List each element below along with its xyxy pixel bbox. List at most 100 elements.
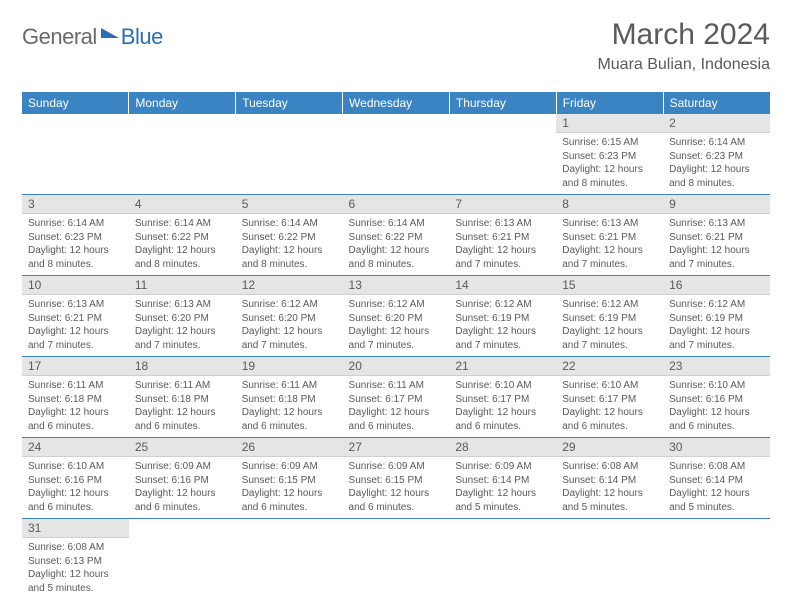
weekday-header: Saturday [663, 92, 770, 114]
calendar-day-cell: 22Sunrise: 6:10 AMSunset: 6:17 PMDayligh… [556, 357, 663, 438]
day-details: Sunrise: 6:12 AMSunset: 6:20 PMDaylight:… [343, 295, 450, 356]
day-number: 17 [22, 357, 129, 376]
calendar-table: SundayMondayTuesdayWednesdayThursdayFrid… [22, 92, 770, 599]
calendar-day-cell [449, 114, 556, 195]
day-number: 22 [556, 357, 663, 376]
day-details: Sunrise: 6:10 AMSunset: 6:17 PMDaylight:… [449, 376, 556, 437]
title-block: March 2024 Muara Bulian, Indonesia [597, 18, 770, 74]
day-number: 19 [236, 357, 343, 376]
page-title: March 2024 [597, 18, 770, 52]
day-number: 21 [449, 357, 556, 376]
calendar-day-cell: 6Sunrise: 6:14 AMSunset: 6:22 PMDaylight… [343, 195, 450, 276]
day-details: Sunrise: 6:10 AMSunset: 6:16 PMDaylight:… [663, 376, 770, 437]
day-details: Sunrise: 6:15 AMSunset: 6:23 PMDaylight:… [556, 133, 663, 194]
calendar-day-cell: 30Sunrise: 6:08 AMSunset: 6:14 PMDayligh… [663, 438, 770, 519]
day-details: Sunrise: 6:09 AMSunset: 6:16 PMDaylight:… [129, 457, 236, 518]
day-number: 6 [343, 195, 450, 214]
day-details: Sunrise: 6:12 AMSunset: 6:19 PMDaylight:… [556, 295, 663, 356]
calendar-day-cell: 28Sunrise: 6:09 AMSunset: 6:14 PMDayligh… [449, 438, 556, 519]
day-details: Sunrise: 6:13 AMSunset: 6:21 PMDaylight:… [449, 214, 556, 275]
calendar-day-cell: 27Sunrise: 6:09 AMSunset: 6:15 PMDayligh… [343, 438, 450, 519]
calendar-day-cell: 10Sunrise: 6:13 AMSunset: 6:21 PMDayligh… [22, 276, 129, 357]
day-details: Sunrise: 6:10 AMSunset: 6:16 PMDaylight:… [22, 457, 129, 518]
calendar-day-cell: 31Sunrise: 6:08 AMSunset: 6:13 PMDayligh… [22, 519, 129, 600]
day-details: Sunrise: 6:08 AMSunset: 6:14 PMDaylight:… [663, 457, 770, 518]
header: General Blue March 2024 Muara Bulian, In… [22, 18, 770, 74]
day-details: Sunrise: 6:10 AMSunset: 6:17 PMDaylight:… [556, 376, 663, 437]
weekday-header: Monday [129, 92, 236, 114]
calendar-day-cell: 23Sunrise: 6:10 AMSunset: 6:16 PMDayligh… [663, 357, 770, 438]
day-details: Sunrise: 6:12 AMSunset: 6:19 PMDaylight:… [449, 295, 556, 356]
day-details: Sunrise: 6:14 AMSunset: 6:22 PMDaylight:… [236, 214, 343, 275]
day-number: 31 [22, 519, 129, 538]
day-number: 16 [663, 276, 770, 295]
calendar-day-cell: 2Sunrise: 6:14 AMSunset: 6:23 PMDaylight… [663, 114, 770, 195]
calendar-day-cell [449, 519, 556, 600]
calendar-day-cell [236, 519, 343, 600]
day-number: 2 [663, 114, 770, 133]
calendar-day-cell: 18Sunrise: 6:11 AMSunset: 6:18 PMDayligh… [129, 357, 236, 438]
calendar-day-cell [236, 114, 343, 195]
calendar-day-cell: 21Sunrise: 6:10 AMSunset: 6:17 PMDayligh… [449, 357, 556, 438]
weekday-header: Thursday [449, 92, 556, 114]
calendar-day-cell: 29Sunrise: 6:08 AMSunset: 6:14 PMDayligh… [556, 438, 663, 519]
day-details: Sunrise: 6:14 AMSunset: 6:22 PMDaylight:… [343, 214, 450, 275]
calendar-day-cell: 11Sunrise: 6:13 AMSunset: 6:20 PMDayligh… [129, 276, 236, 357]
logo-text-general: General [22, 24, 97, 50]
calendar-day-cell: 20Sunrise: 6:11 AMSunset: 6:17 PMDayligh… [343, 357, 450, 438]
day-number: 8 [556, 195, 663, 214]
day-number: 24 [22, 438, 129, 457]
calendar-day-cell: 4Sunrise: 6:14 AMSunset: 6:22 PMDaylight… [129, 195, 236, 276]
day-details: Sunrise: 6:11 AMSunset: 6:18 PMDaylight:… [236, 376, 343, 437]
calendar-day-cell: 16Sunrise: 6:12 AMSunset: 6:19 PMDayligh… [663, 276, 770, 357]
day-details: Sunrise: 6:13 AMSunset: 6:21 PMDaylight:… [22, 295, 129, 356]
logo-text-blue: Blue [121, 24, 163, 50]
day-details: Sunrise: 6:11 AMSunset: 6:17 PMDaylight:… [343, 376, 450, 437]
day-number: 30 [663, 438, 770, 457]
location-subtitle: Muara Bulian, Indonesia [597, 56, 770, 74]
calendar-week-row: 10Sunrise: 6:13 AMSunset: 6:21 PMDayligh… [22, 276, 770, 357]
day-details: Sunrise: 6:11 AMSunset: 6:18 PMDaylight:… [22, 376, 129, 437]
weekday-header: Wednesday [343, 92, 450, 114]
weekday-header: Friday [556, 92, 663, 114]
day-number: 28 [449, 438, 556, 457]
day-number: 5 [236, 195, 343, 214]
day-number: 9 [663, 195, 770, 214]
day-details: Sunrise: 6:14 AMSunset: 6:23 PMDaylight:… [22, 214, 129, 275]
day-number: 18 [129, 357, 236, 376]
calendar-day-cell: 15Sunrise: 6:12 AMSunset: 6:19 PMDayligh… [556, 276, 663, 357]
day-details: Sunrise: 6:14 AMSunset: 6:23 PMDaylight:… [663, 133, 770, 194]
day-number: 27 [343, 438, 450, 457]
day-details: Sunrise: 6:09 AMSunset: 6:15 PMDaylight:… [236, 457, 343, 518]
calendar-day-cell [129, 114, 236, 195]
day-details: Sunrise: 6:12 AMSunset: 6:19 PMDaylight:… [663, 295, 770, 356]
calendar-day-cell [22, 114, 129, 195]
calendar-day-cell: 14Sunrise: 6:12 AMSunset: 6:19 PMDayligh… [449, 276, 556, 357]
day-details: Sunrise: 6:13 AMSunset: 6:21 PMDaylight:… [663, 214, 770, 275]
calendar-header-row: SundayMondayTuesdayWednesdayThursdayFrid… [22, 92, 770, 114]
calendar-day-cell: 13Sunrise: 6:12 AMSunset: 6:20 PMDayligh… [343, 276, 450, 357]
calendar-day-cell: 3Sunrise: 6:14 AMSunset: 6:23 PMDaylight… [22, 195, 129, 276]
day-number: 23 [663, 357, 770, 376]
calendar-day-cell: 12Sunrise: 6:12 AMSunset: 6:20 PMDayligh… [236, 276, 343, 357]
logo: General Blue [22, 18, 163, 50]
day-details: Sunrise: 6:09 AMSunset: 6:15 PMDaylight:… [343, 457, 450, 518]
day-number: 20 [343, 357, 450, 376]
day-number: 15 [556, 276, 663, 295]
calendar-day-cell [343, 519, 450, 600]
calendar-day-cell: 25Sunrise: 6:09 AMSunset: 6:16 PMDayligh… [129, 438, 236, 519]
day-details: Sunrise: 6:08 AMSunset: 6:14 PMDaylight:… [556, 457, 663, 518]
calendar-day-cell [663, 519, 770, 600]
calendar-day-cell: 24Sunrise: 6:10 AMSunset: 6:16 PMDayligh… [22, 438, 129, 519]
day-number: 3 [22, 195, 129, 214]
calendar-week-row: 3Sunrise: 6:14 AMSunset: 6:23 PMDaylight… [22, 195, 770, 276]
calendar-week-row: 24Sunrise: 6:10 AMSunset: 6:16 PMDayligh… [22, 438, 770, 519]
calendar-day-cell: 19Sunrise: 6:11 AMSunset: 6:18 PMDayligh… [236, 357, 343, 438]
day-number: 25 [129, 438, 236, 457]
day-number: 7 [449, 195, 556, 214]
calendar-day-cell [129, 519, 236, 600]
day-number: 1 [556, 114, 663, 133]
day-number: 13 [343, 276, 450, 295]
calendar-day-cell: 26Sunrise: 6:09 AMSunset: 6:15 PMDayligh… [236, 438, 343, 519]
logo-triangle-icon [101, 28, 119, 38]
